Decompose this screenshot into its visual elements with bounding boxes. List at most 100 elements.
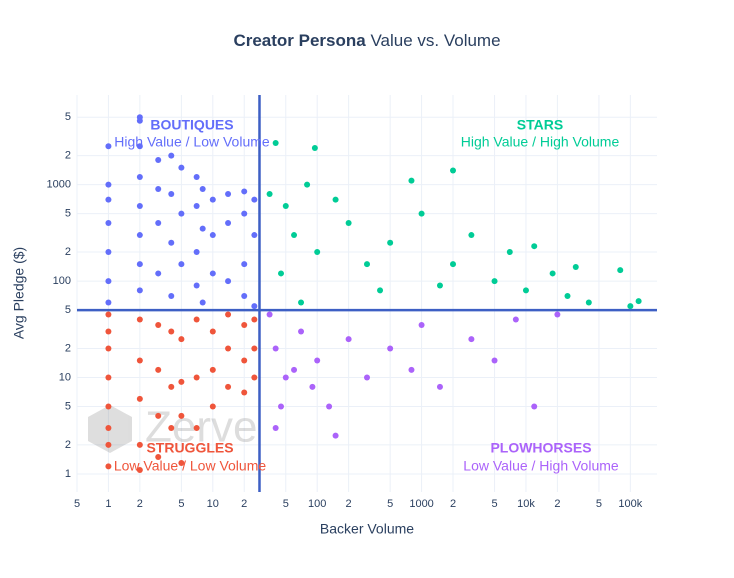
thresholds: [77, 95, 657, 492]
point: [155, 270, 162, 277]
annotations: BOUTIQUES High Value / Low Volume STARS …: [114, 117, 620, 474]
point: [251, 303, 258, 310]
x-tick-label: 5: [178, 498, 184, 510]
point: [377, 287, 384, 294]
point: [291, 232, 298, 239]
point: [105, 196, 112, 203]
point: [136, 232, 143, 239]
y-tick-label: 5: [65, 208, 71, 220]
point: [225, 278, 232, 285]
point: [105, 220, 112, 227]
y-tick-label: 5: [65, 400, 71, 412]
x-tick-label: 2: [554, 498, 560, 510]
point: [364, 261, 370, 268]
point: [136, 173, 143, 180]
point: [168, 383, 175, 390]
point: [291, 366, 298, 373]
point: [105, 249, 112, 256]
point: [193, 374, 200, 381]
point: [155, 412, 162, 419]
point: [282, 374, 289, 381]
point: [209, 403, 216, 410]
point: [298, 328, 305, 335]
point: [251, 374, 258, 381]
point: [564, 293, 571, 300]
point: [241, 357, 248, 364]
y-tick-label: 10: [59, 371, 71, 383]
point: [436, 282, 443, 289]
x-tick-label: 5: [74, 498, 80, 510]
point: [136, 287, 143, 294]
point: [136, 203, 143, 210]
x-tick-label: 10: [207, 498, 219, 510]
point: [209, 232, 216, 239]
point: [178, 378, 185, 385]
point: [225, 345, 232, 352]
point: [155, 366, 162, 373]
point: [272, 424, 279, 431]
point: [531, 243, 538, 250]
point: [136, 395, 143, 402]
point: [168, 239, 175, 246]
y-tick-label: 2: [65, 439, 71, 451]
y-tick-label: 5: [65, 304, 71, 316]
y-tick-label: 2: [65, 150, 71, 162]
point: [387, 345, 394, 352]
point: [491, 357, 498, 364]
point: [105, 299, 112, 306]
point: [225, 311, 232, 318]
x-tick-label: 100: [308, 498, 326, 510]
x-tick-label: 5: [387, 498, 393, 510]
point: [531, 403, 538, 410]
chart-title: Creator Persona Value vs. Volume: [233, 31, 500, 50]
point: [332, 196, 339, 203]
point: [136, 316, 143, 323]
quadrant-title: PLOWHORSES: [490, 440, 591, 456]
point: [554, 311, 561, 318]
quadrant-subtitle: High Value / Low Volume: [114, 134, 270, 150]
x-tick-label: 1000: [409, 498, 433, 510]
point: [105, 441, 112, 448]
point: [450, 261, 457, 268]
y-axis-label: Avg Pledge ($): [11, 247, 27, 339]
x-tick-label: 5: [283, 498, 289, 510]
point: [209, 270, 216, 277]
point: [272, 345, 279, 352]
point: [314, 357, 321, 364]
point: [408, 177, 415, 184]
point: [193, 249, 200, 256]
point: [209, 196, 216, 203]
point: [155, 220, 162, 227]
x-tick-label: 2: [450, 498, 456, 510]
point: [311, 144, 318, 151]
point: [105, 328, 112, 335]
point: [105, 374, 112, 381]
point: [468, 232, 475, 239]
point: [105, 278, 112, 285]
point: [272, 140, 279, 147]
point: [168, 424, 175, 431]
point: [241, 293, 248, 300]
point: [572, 263, 579, 270]
point: [155, 453, 162, 460]
point: [155, 322, 162, 329]
y-tick-label: 1: [65, 468, 71, 480]
point: [345, 336, 352, 343]
point: [512, 316, 519, 323]
quadrant-subtitle: High Value / High Volume: [461, 134, 620, 150]
point: [241, 389, 248, 396]
watermark-text: Zerve: [145, 403, 257, 452]
title-text: Value vs. Volume: [370, 31, 500, 50]
point: [387, 239, 394, 246]
y-tick-label: 2: [65, 342, 71, 354]
x-tick-label: 1: [105, 498, 111, 510]
point: [193, 173, 200, 180]
point: [105, 143, 112, 150]
point: [549, 270, 556, 277]
point: [241, 261, 248, 268]
point: [136, 466, 143, 473]
point: [193, 424, 200, 431]
point: [251, 316, 258, 323]
point: [193, 282, 200, 289]
